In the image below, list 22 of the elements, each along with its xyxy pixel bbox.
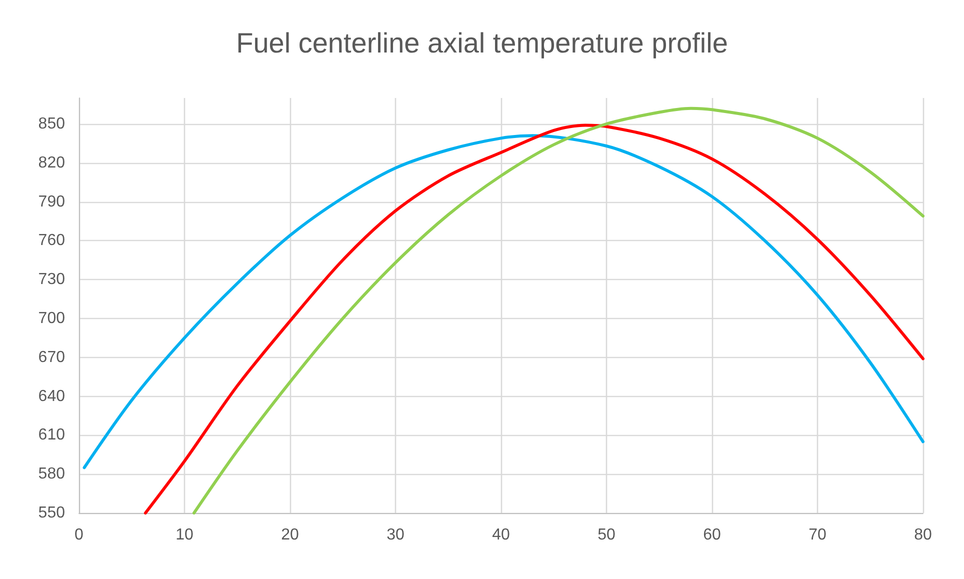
- x-tick-label: 10: [176, 526, 194, 544]
- x-tick-label: 50: [598, 526, 616, 544]
- y-tick-label: 730: [38, 271, 66, 288]
- x-tick-label: 20: [281, 526, 299, 544]
- x-tick-label: 60: [703, 526, 721, 544]
- x-tick-label: 80: [914, 526, 932, 544]
- x-tick-label: 0: [74, 526, 84, 544]
- y-tick-label: 850: [38, 115, 66, 132]
- y-tick-label: 640: [38, 388, 66, 405]
- x-tick-label: 30: [386, 526, 404, 544]
- y-tick-label: 760: [38, 232, 66, 250]
- x-tick-label: 70: [808, 526, 826, 544]
- y-tick-label: 790: [38, 193, 66, 210]
- x-tick-label: 40: [492, 526, 510, 544]
- y-tick-label: 610: [38, 426, 66, 444]
- y-tick-label: 580: [38, 466, 66, 483]
- y-tick-label: 550: [38, 504, 66, 522]
- line-series: [82, 134, 924, 470]
- y-tick-label: 670: [38, 348, 66, 366]
- y-tick-label: 820: [38, 154, 66, 172]
- y-tick-label: 700: [38, 310, 66, 327]
- chart-title: Fuel centerline axial temperature profile: [236, 28, 728, 58]
